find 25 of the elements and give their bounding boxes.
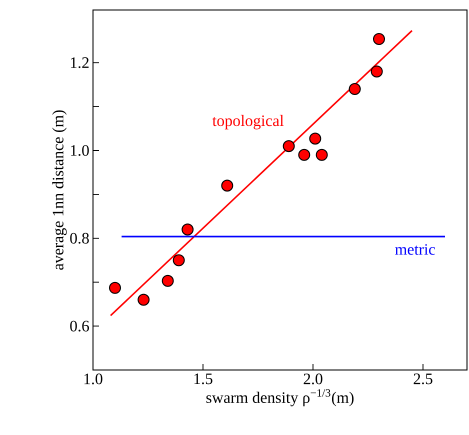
x-axis-title: swarm density ρ$^{−1/3}$(m) xyxy=(206,389,354,406)
y-axis-title: average 1nn distance (m) xyxy=(52,110,67,270)
point xyxy=(316,148,328,161)
point xyxy=(309,132,322,145)
x-tick-label: 2.5 xyxy=(414,374,432,384)
point xyxy=(162,274,174,287)
point xyxy=(348,83,361,96)
point xyxy=(298,148,310,161)
x-tick-label: 1.0 xyxy=(84,374,102,384)
point xyxy=(138,294,150,306)
y-tick-label: 1.0 xyxy=(70,145,89,156)
point xyxy=(370,65,383,78)
y-tick-label: 0.8 xyxy=(70,232,89,244)
point xyxy=(221,180,234,192)
point xyxy=(373,32,385,45)
series-label: metric xyxy=(395,244,435,255)
y-tick-label: 1.2 xyxy=(70,57,89,68)
x-tick-label: 2.0 xyxy=(304,374,322,384)
x-tick-label: 1.5 xyxy=(194,374,212,384)
point xyxy=(182,224,194,236)
series-label: topological xyxy=(212,114,284,130)
y-tick-label: 0.6 xyxy=(70,320,90,332)
point xyxy=(109,282,121,294)
point xyxy=(282,140,295,152)
point xyxy=(172,254,185,266)
